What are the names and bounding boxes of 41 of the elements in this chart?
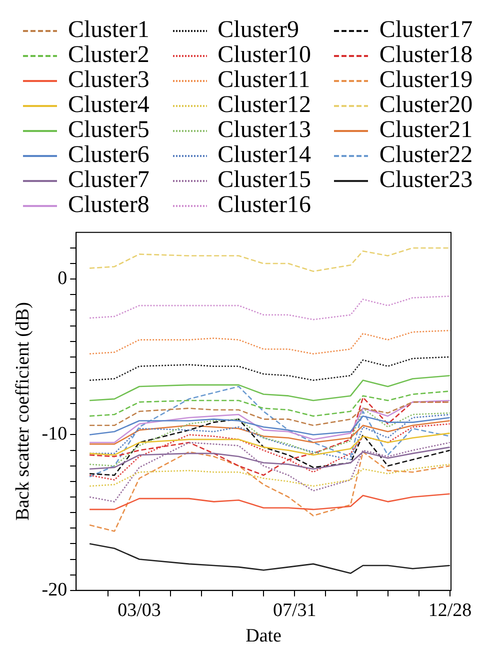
legend-label: Cluster14: [218, 142, 311, 168]
legend-label: Cluster23: [379, 167, 473, 193]
legend-label: Cluster4: [68, 92, 150, 118]
legend-label: Cluster15: [218, 167, 311, 193]
line-series: [88, 330, 451, 354]
legend-label: Cluster1: [68, 17, 150, 43]
legend-label: Cluster22: [379, 142, 473, 168]
legend-label: Cluster2: [68, 42, 150, 68]
y-tick-label: 0: [58, 268, 68, 290]
line-series: [88, 356, 451, 381]
x-tick-label: 12/28: [428, 600, 472, 621]
x-tick-label: 07/31: [272, 600, 316, 621]
line-series: [88, 464, 451, 487]
legend-label: Cluster9: [218, 17, 299, 43]
legend-label: Cluster18: [379, 42, 473, 68]
y-tick-label: -20: [42, 579, 68, 600]
legend-label: Cluster8: [68, 192, 150, 218]
legend-label: Cluster12: [218, 92, 311, 118]
legend-label: Cluster11: [218, 67, 310, 93]
line-series: [88, 408, 451, 467]
line-series: [88, 390, 451, 417]
legend-label: Cluster5: [68, 117, 150, 143]
y-tick-label: -10: [42, 424, 68, 445]
legend-label: Cluster16: [218, 192, 311, 218]
legend-label: Cluster13: [218, 117, 311, 143]
legend-label: Cluster3: [68, 67, 150, 93]
legend-label: Cluster20: [379, 92, 473, 118]
line-series: [88, 401, 451, 426]
legend-label: Cluster10: [218, 42, 311, 68]
line-series: [88, 451, 451, 532]
y-axis-title: Back scatter coefficient (dB): [12, 302, 34, 521]
line-series: [88, 296, 451, 320]
legend-label: Cluster7: [68, 167, 150, 193]
legend-label: Cluster19: [379, 67, 473, 93]
line-series: [88, 247, 451, 272]
legend-label: Cluster17: [379, 17, 473, 43]
x-tick-label: 03/03: [118, 600, 161, 621]
legend-label: Cluster21: [379, 117, 473, 143]
x-axis-title: Date: [246, 626, 282, 647]
line-series: [88, 442, 451, 502]
legend-label: Cluster6: [68, 142, 150, 168]
